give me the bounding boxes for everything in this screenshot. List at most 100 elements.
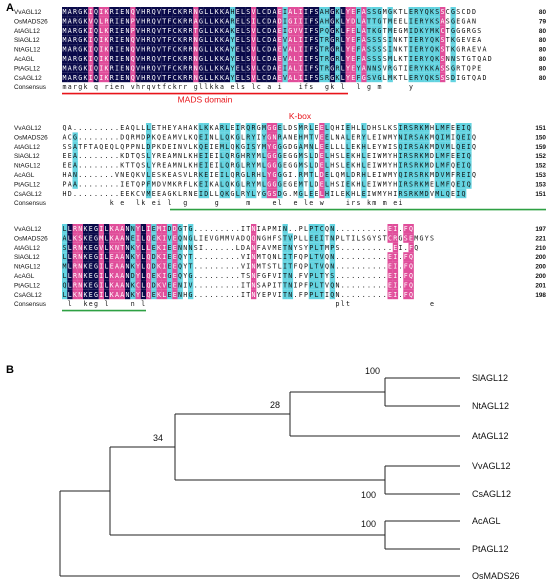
residue: G: [241, 143, 245, 151]
residue: I: [246, 143, 250, 151]
residue: E: [283, 162, 287, 170]
residue: F: [257, 244, 261, 252]
residue: H: [241, 152, 245, 160]
residue: D: [267, 74, 271, 82]
residue: .: [383, 253, 387, 261]
residue: .: [351, 244, 355, 252]
residue: Y: [425, 27, 429, 35]
residue-shade: [266, 72, 273, 83]
residue: Q: [131, 46, 135, 54]
residue: I: [393, 225, 397, 233]
residue-shade: [161, 261, 168, 271]
residue-shade: [408, 132, 414, 142]
residue: V: [320, 263, 324, 271]
residue: N: [252, 281, 256, 289]
residue: E: [236, 74, 240, 82]
residue-shade: [272, 188, 278, 199]
residue: K: [435, 36, 439, 44]
residue: K: [178, 36, 182, 44]
sequence-end-number: 80: [539, 37, 547, 44]
residue-shade: [182, 35, 189, 45]
residue-shade: [135, 233, 141, 243]
residue: M: [63, 46, 67, 54]
residue: E: [173, 291, 177, 299]
residue: .: [105, 133, 109, 141]
residue: E: [236, 46, 240, 54]
residue-shade: [161, 280, 168, 290]
residue-shade: [161, 7, 168, 17]
residue-shade: [387, 261, 393, 271]
residue-shade: [203, 63, 210, 73]
residue-shade: [266, 7, 273, 17]
residue: G: [330, 17, 334, 25]
residue: Y: [346, 55, 350, 63]
residue-shade: [308, 72, 315, 83]
residue: I: [462, 152, 466, 160]
consensus-residue: s: [309, 83, 313, 91]
sequence-name: SlAGL12: [14, 37, 40, 44]
residue-shade: [177, 72, 183, 83]
residue-shade: [140, 271, 147, 281]
residue: G: [78, 27, 82, 35]
residue: E: [168, 291, 172, 299]
residue: E: [236, 8, 240, 16]
residue: L: [220, 133, 224, 141]
residue-shade: [303, 63, 309, 73]
residue: A: [194, 17, 198, 25]
residue: A: [215, 180, 219, 188]
residue-shade: [224, 179, 231, 189]
residue-shade: [398, 160, 404, 170]
residue: E: [168, 244, 172, 252]
residue: N: [336, 291, 340, 299]
residue: K: [351, 180, 355, 188]
residue-shade: [156, 233, 162, 243]
residue-shade: [345, 188, 351, 199]
residue: T: [288, 263, 292, 271]
residue-shade: [203, 160, 210, 170]
residue-shade: [413, 16, 420, 26]
residue-shade: [345, 35, 351, 45]
residue: .: [383, 225, 387, 233]
residue-shade: [88, 63, 94, 73]
residue-shade: [361, 170, 367, 180]
residue-shade: [403, 160, 409, 170]
residue: T: [262, 263, 266, 271]
residue-shade: [193, 16, 199, 26]
residue-shade: [98, 224, 105, 234]
residue: K: [131, 244, 135, 252]
residue: I: [162, 225, 166, 233]
residue: .: [336, 272, 340, 280]
residue: D: [351, 17, 355, 25]
residue: R: [189, 64, 193, 72]
residue: Q: [299, 263, 303, 271]
residue-shade: [224, 141, 231, 152]
residue-shade: [235, 25, 241, 36]
residue-shade: [293, 16, 299, 26]
residue-shade: [429, 35, 435, 45]
residue: T: [315, 253, 319, 261]
residue: T: [246, 225, 250, 233]
residue-shade: [235, 160, 241, 170]
residue: L: [183, 133, 187, 141]
residue: I: [273, 281, 277, 289]
residue: I: [99, 74, 103, 82]
residue: .: [351, 263, 355, 271]
residue-shade: [287, 72, 294, 83]
residue: Q: [110, 143, 114, 151]
residue: K: [84, 225, 88, 233]
sequence-name: PtAGL12: [14, 282, 40, 289]
residue-shade: [135, 63, 141, 73]
residue: R: [73, 74, 77, 82]
residue: I: [89, 55, 93, 63]
residue: .: [78, 124, 82, 132]
residue-shade: [172, 242, 178, 253]
residue-shade: [104, 261, 110, 271]
consensus-residue: g: [325, 83, 329, 91]
residue-shade: [188, 271, 194, 281]
residue-shade: [151, 271, 157, 281]
residue: A: [283, 133, 287, 141]
residue: M: [299, 162, 303, 170]
residue: V: [157, 27, 161, 35]
residue-shade: [172, 72, 178, 83]
residue: Q: [94, 36, 98, 44]
